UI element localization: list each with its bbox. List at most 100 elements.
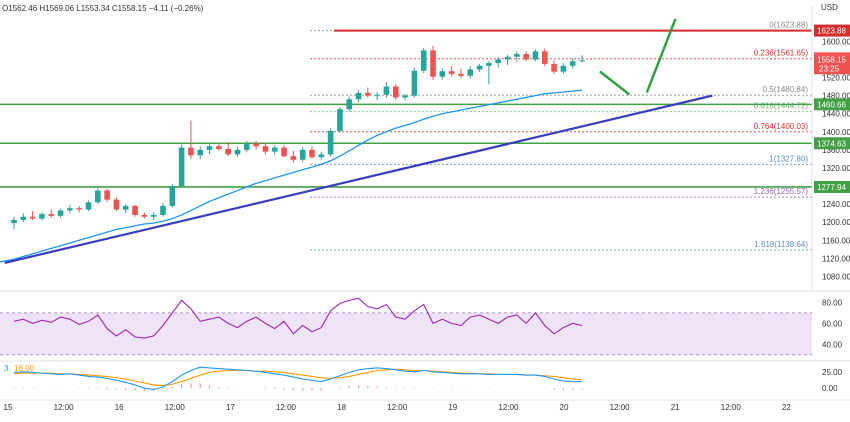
candlesticks bbox=[11, 45, 585, 229]
time-tick-label: 12:00 bbox=[387, 403, 408, 412]
price-badge-label: 1277.94 bbox=[817, 183, 846, 192]
time-tick-label: 18 bbox=[337, 403, 346, 412]
candle-body bbox=[495, 59, 501, 64]
price-tick-label: 1080.00 bbox=[822, 272, 850, 281]
candle-body bbox=[309, 149, 315, 158]
candle-body bbox=[85, 202, 92, 210]
time-tick-label: 19 bbox=[448, 403, 457, 412]
trend-line bbox=[4, 94, 713, 264]
candle-body bbox=[579, 60, 585, 62]
candle-body bbox=[141, 214, 148, 217]
candle-body bbox=[11, 219, 17, 224]
last-price-badge bbox=[814, 52, 850, 75]
candle-body bbox=[150, 214, 157, 217]
candle-body bbox=[560, 65, 567, 72]
price-badge bbox=[814, 24, 850, 37]
candle-body bbox=[346, 99, 353, 110]
ohlc-readout: O1562.46 H1569.06 L1553.34 C1558.15 −4.1… bbox=[2, 4, 204, 13]
rsi-tick-label: 80.00 bbox=[822, 298, 843, 307]
candle-body bbox=[206, 146, 213, 150]
macd-panel: 3 16.00 0.00 25.00 bbox=[0, 360, 850, 393]
candle-body bbox=[122, 205, 129, 210]
candle-body bbox=[532, 51, 539, 60]
candle-body bbox=[76, 208, 82, 210]
candle-body bbox=[197, 149, 204, 156]
candle-body bbox=[504, 56, 511, 60]
price-tick-label: 1600.00 bbox=[822, 37, 850, 46]
time-tick-label: 21 bbox=[671, 403, 680, 412]
candle-body bbox=[29, 216, 36, 219]
candle-body bbox=[551, 63, 557, 72]
candle-body bbox=[253, 143, 259, 147]
support-levels bbox=[0, 29, 812, 188]
candle-body bbox=[48, 214, 55, 216]
time-tick-label: 12:00 bbox=[610, 403, 631, 412]
rsi-tick-label: 60.00 bbox=[822, 319, 843, 328]
macd-tick-label: 0.00 bbox=[822, 384, 838, 393]
price-badge bbox=[814, 137, 850, 150]
fibonacci-levels: 0(1623.88) 0.236(1561.65) 0.5(1480.84) 0.61… bbox=[310, 21, 812, 251]
forecast-leg bbox=[645, 18, 677, 93]
candle-body bbox=[420, 50, 427, 71]
time-tick-label: 12:00 bbox=[165, 403, 186, 412]
time-tick-label: 15 bbox=[4, 403, 13, 412]
last-price-time: 23:25 bbox=[819, 64, 840, 73]
time-tick-label: 20 bbox=[560, 403, 569, 412]
candle-body bbox=[476, 65, 483, 70]
fib-level-label: 0.236(1561.65) bbox=[754, 49, 809, 58]
candle-body bbox=[169, 186, 176, 206]
time-tick-label: 22 bbox=[782, 403, 791, 412]
candle-body bbox=[411, 70, 418, 96]
candle-body bbox=[318, 154, 325, 158]
forecast-arrow bbox=[599, 18, 677, 96]
price-tick-label: 1160.00 bbox=[822, 236, 850, 245]
fib-level-label: 1(1327.80) bbox=[769, 154, 808, 163]
candle-body bbox=[160, 205, 166, 215]
fib-level-label: 1.618(1138.64) bbox=[754, 240, 808, 249]
moving-average bbox=[0, 89, 583, 263]
fib-level-label: 0.764(1400.03) bbox=[754, 122, 809, 131]
macd-legend-value: 3 bbox=[4, 364, 9, 373]
price-badge bbox=[814, 98, 850, 111]
candle-body bbox=[365, 92, 371, 96]
price-tick-label: 1320.00 bbox=[822, 164, 850, 173]
candle-body bbox=[439, 71, 446, 77]
price-tick-label: 1440.00 bbox=[822, 110, 850, 119]
candle-body bbox=[281, 147, 287, 157]
last-price-label: 1558.15 bbox=[817, 55, 846, 64]
price-tick-label: 1200.00 bbox=[822, 218, 850, 227]
candle-body bbox=[337, 109, 343, 131]
candle-body bbox=[467, 69, 474, 76]
candle-body bbox=[271, 147, 278, 152]
price-tick-label: 1240.00 bbox=[822, 200, 850, 209]
rsi-band bbox=[0, 312, 812, 355]
price-tick-label: 1360.00 bbox=[822, 146, 850, 155]
candle-body bbox=[104, 190, 110, 200]
time-tick-label: 12:00 bbox=[276, 403, 297, 412]
candle-body bbox=[132, 205, 138, 215]
candle-body bbox=[430, 50, 436, 77]
time-tick-label: 12:00 bbox=[498, 403, 519, 412]
candle-body bbox=[188, 147, 194, 156]
candle-body bbox=[523, 54, 529, 60]
candle-body bbox=[20, 216, 27, 220]
fib-level-label: 0.5(1480.84) bbox=[763, 85, 809, 94]
fib-level-label: 0(1623.88) bbox=[769, 21, 808, 30]
time-tick-label: 16 bbox=[115, 403, 124, 412]
candle-body bbox=[243, 143, 250, 150]
trend-line-segment bbox=[4, 94, 713, 264]
candle-body bbox=[383, 86, 390, 95]
candle-body bbox=[448, 71, 455, 74]
price-tick-label: 1120.00 bbox=[822, 254, 850, 263]
candle-body bbox=[95, 190, 101, 203]
forecast-leg bbox=[599, 70, 630, 96]
candle-body bbox=[234, 149, 241, 155]
candle-body bbox=[486, 63, 492, 66]
time-tick-label: 17 bbox=[226, 403, 235, 412]
macd-legend-value: 16.00 bbox=[14, 364, 35, 373]
time-axis[interactable]: 15 12:00 16 12:00 17 12:00 18 12:00 19 12:00 20 12:… bbox=[0, 399, 850, 412]
candle-body bbox=[39, 214, 45, 219]
candle-body bbox=[299, 149, 306, 160]
